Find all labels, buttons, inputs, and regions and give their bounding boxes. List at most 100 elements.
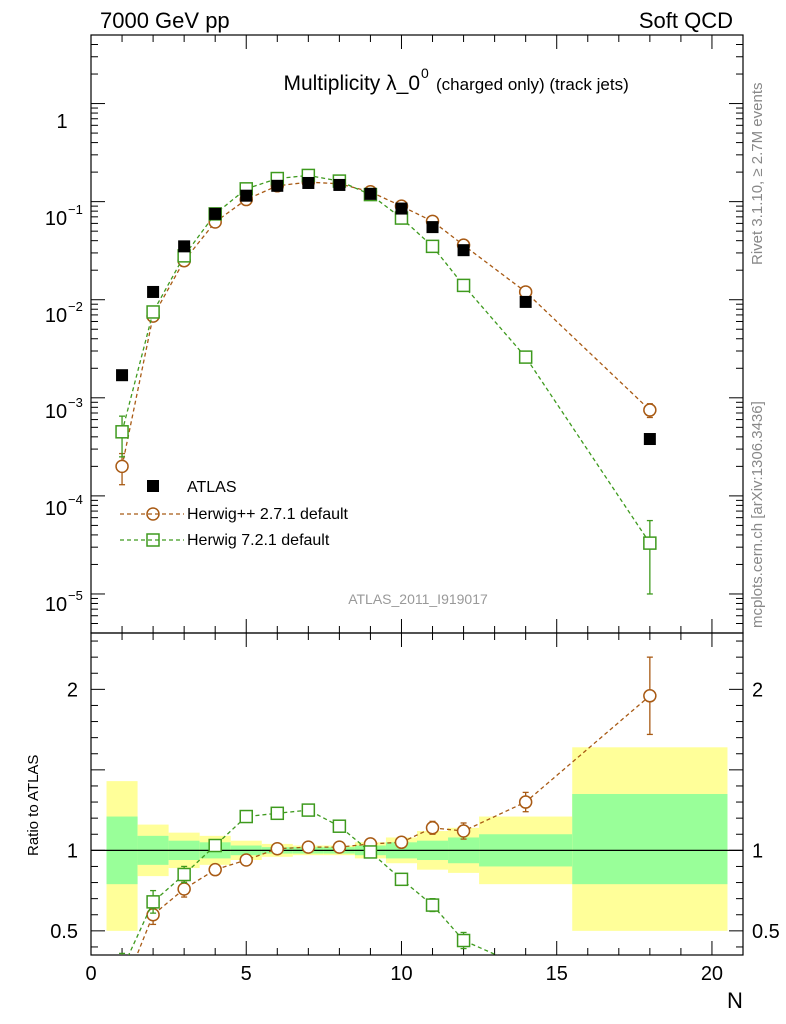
ratio-herwig7-point-10 <box>425 898 440 912</box>
plot-title-superscript: 0 <box>421 65 429 81</box>
ratio-herwigpp-point-13 <box>643 689 657 703</box>
main-atlas-point-0 <box>116 369 129 382</box>
plot-title: Multiplicity λ_0 <box>283 72 420 95</box>
ytick-label-1e-3: 10 −3 <box>45 395 83 423</box>
ratio-herwig7-point-2 <box>177 867 191 882</box>
svg-text:−1: −1 <box>68 202 83 217</box>
main-herwigpp-point-0 <box>115 459 129 474</box>
svg-text:10: 10 <box>45 208 67 230</box>
ratio-herwig7-point-4 <box>239 809 253 824</box>
main-atlas-point-4 <box>240 189 253 202</box>
main-atlas-point-5 <box>271 179 284 192</box>
ratio-band-inner-13 <box>572 794 728 885</box>
ratio-herwigpp-point-4 <box>239 853 253 867</box>
x-tick-label-15: 15 <box>546 963 568 985</box>
ratio-y-tick-labels: 0.5 0.5 1 1 2 2 <box>50 679 780 943</box>
ytick-label-1e-2: 10 −2 <box>45 299 83 327</box>
ratio-ytick-label-left-0.5: 0.5 <box>50 921 78 943</box>
legend-marker-herwig7 <box>146 533 160 547</box>
main-herwig7-point-0 <box>115 425 129 439</box>
main-atlas-point-9 <box>395 202 408 215</box>
ratio-herwigpp-point-10 <box>425 821 440 835</box>
main-herwig7-point-13 <box>643 536 657 550</box>
legend-label-herwigpp: Herwig++ 2.7.1 default <box>187 506 349 523</box>
main-atlas-point-11 <box>457 244 470 257</box>
legend-marker-atlas <box>147 480 159 492</box>
main-atlas-point-1 <box>147 285 160 298</box>
x-tick-label-0: 0 <box>85 963 96 985</box>
ratio-panel-frame <box>90 632 744 956</box>
ratio-ytick-label-left-1: 1 <box>67 840 78 862</box>
ratio-herwig7-point-1 <box>146 895 160 909</box>
ytick-label-1e-5: 10 −5 <box>45 588 83 616</box>
legend-label-atlas: ATLAS <box>187 479 237 496</box>
ratio-herwigpp-point-0 <box>116 986 128 998</box>
x-tick-label-5: 5 <box>241 963 252 985</box>
ratio-ytick-label-right-1: 1 <box>752 840 763 862</box>
svg-text:−3: −3 <box>68 395 83 410</box>
mcplots-label: mcplots.cern.ch [arXiv:1306.3436] <box>749 401 766 628</box>
main-atlas-point-6 <box>302 176 315 189</box>
ratio-uncertainty-bands <box>106 747 728 931</box>
svg-text:10: 10 <box>45 401 67 423</box>
main-y-tick-labels: 1 10 −1 10 −2 10 −3 10 −4 10 −5 <box>45 111 83 616</box>
svg-text:10: 10 <box>45 305 67 327</box>
ratio-herwig7-point-13 <box>644 991 656 1003</box>
x-axis-label: N <box>727 988 743 1013</box>
ratio-herwigpp-point-11 <box>456 824 471 838</box>
ytick-label-1e-1: 10 −1 <box>45 202 83 230</box>
x-tick-label-10: 10 <box>390 963 412 985</box>
ratio-herwigpp-point-3 <box>208 862 222 877</box>
main-atlas-point-13 <box>643 433 656 446</box>
ratio-herwig7-point-8 <box>363 845 378 859</box>
main-panel-data <box>115 168 657 595</box>
legend-label-herwig7: Herwig 7.2.1 default <box>187 532 330 549</box>
main-atlas-point-12 <box>519 295 532 308</box>
ratio-ytick-label-right-0.5: 0.5 <box>752 921 780 943</box>
ratio-herwig7-point-5 <box>270 806 285 821</box>
ratio-ytick-label-right-2: 2 <box>752 679 763 701</box>
ratio-herwig7-point-6 <box>301 803 316 817</box>
x-tick-labels: 0 5 10 15 20 <box>85 963 723 985</box>
ratio-herwigpp-point-12 <box>518 795 533 809</box>
svg-text:−5: −5 <box>68 588 83 603</box>
main-atlas-point-10 <box>426 221 439 234</box>
svg-text:10: 10 <box>45 498 67 520</box>
main-atlas-point-7 <box>333 178 346 191</box>
main-atlas-point-2 <box>178 240 191 253</box>
main-herwigpp-point-13 <box>643 403 657 417</box>
ratio-herwig7-point-0 <box>116 963 128 975</box>
svg-text:−4: −4 <box>68 492 83 507</box>
ytick-label-1: 1 <box>56 111 67 133</box>
plot-title-subtitle: (charged only) (track jets) <box>436 75 629 94</box>
ratio-herwigpp-point-2 <box>177 882 191 896</box>
main-herwig7-point-11 <box>456 278 471 293</box>
ratio-ytick-label-left-2: 2 <box>67 679 78 701</box>
rivet-label: Rivet 3.1.10, ≥ 2.7M events <box>749 83 766 266</box>
legend-marker-herwigpp <box>146 507 160 521</box>
svg-text:10: 10 <box>45 594 67 616</box>
ratio-herwigpp-point-6 <box>301 840 316 854</box>
legend: ATLAS Herwig++ 2.7.1 default Herwig 7.2.… <box>120 479 349 549</box>
ratio-herwig7-point-7 <box>332 819 347 833</box>
axis-ticks <box>90 34 744 955</box>
ratio-herwigpp-point-9 <box>394 835 409 850</box>
main-atlas-point-3 <box>209 207 222 220</box>
analysis-id-label: ATLAS_2011_I919017 <box>348 591 488 607</box>
main-herwig7-point-10 <box>425 239 440 254</box>
header-left: 7000 GeV pp <box>100 8 230 33</box>
main-herwig7-point-12 <box>518 350 533 364</box>
ratio-herwigpp-point-5 <box>270 841 285 856</box>
ratio-herwig7-point-3 <box>208 838 222 853</box>
ratio-panel-data <box>116 656 657 1003</box>
main-herwig7-point-1 <box>146 305 160 319</box>
x-tick-label-20: 20 <box>701 963 723 985</box>
ratio-herwigpp-point-7 <box>332 840 347 854</box>
header-right: Soft QCD <box>639 8 733 33</box>
ratio-y-axis-label: Ratio to ATLAS <box>25 755 42 856</box>
svg-text:−2: −2 <box>68 299 83 314</box>
ratio-herwig7-point-12 <box>520 962 532 974</box>
ratio-herwig7-point-11 <box>456 933 471 948</box>
main-atlas-point-8 <box>364 187 377 200</box>
